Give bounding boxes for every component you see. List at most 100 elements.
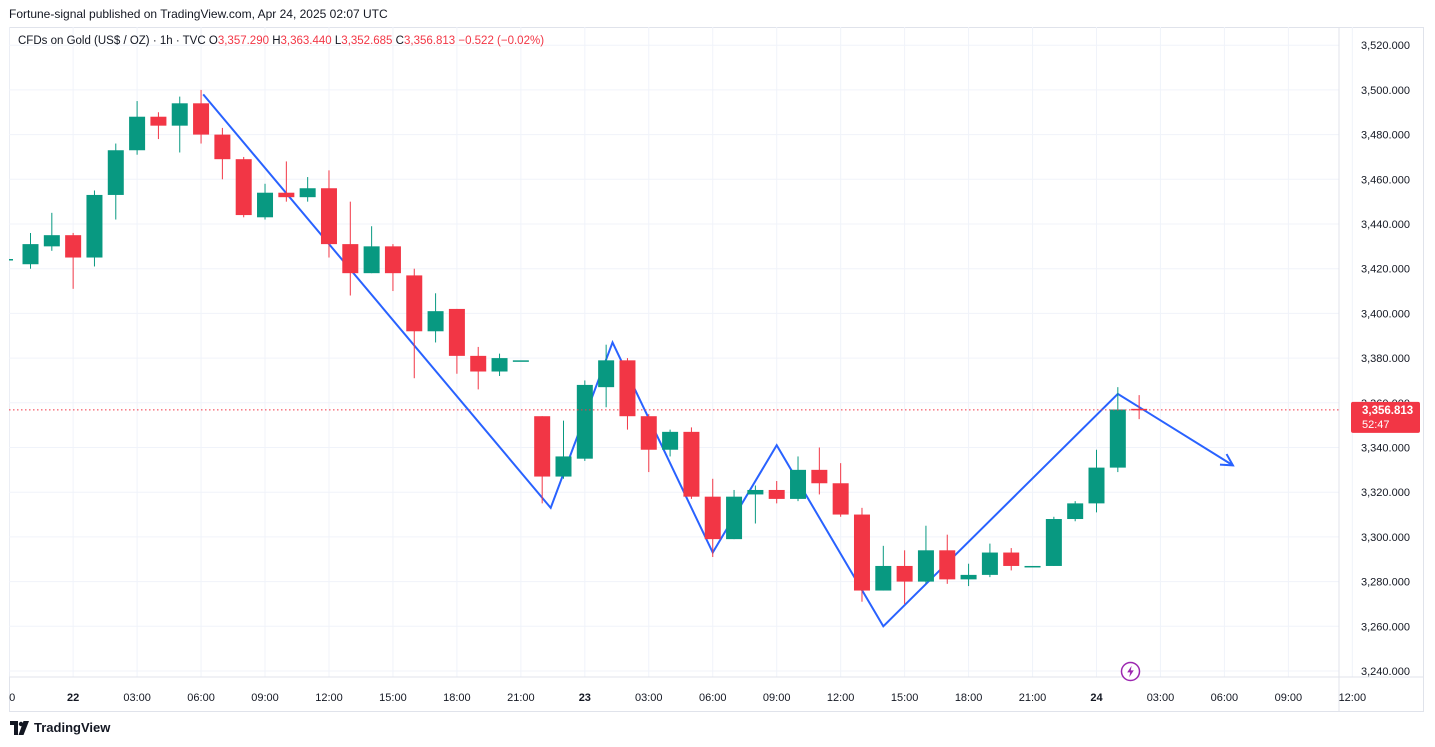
close-value: 3,356.813 <box>403 35 456 47</box>
candle-body <box>1067 503 1084 520</box>
lightning-bolt-icon[interactable] <box>1120 661 1141 682</box>
candle <box>342 201 359 296</box>
candle <box>875 545 892 591</box>
candle-body <box>853 514 870 591</box>
high-label: H <box>272 35 281 47</box>
candle <box>86 190 103 267</box>
candle-body <box>150 116 167 126</box>
candle-body <box>299 188 316 198</box>
candle-body <box>107 150 124 195</box>
x-tick-label: 21:00 <box>507 692 535 704</box>
price-axis: 3,240.000 3,260.000 3,280.000 3,300.000 3,32… <box>1338 27 1410 712</box>
candle <box>853 507 870 602</box>
candle-body <box>22 244 39 265</box>
candle <box>768 481 785 504</box>
candle <box>1024 565 1041 568</box>
candle <box>790 456 807 502</box>
candle-body <box>171 103 188 126</box>
candle-body <box>1131 408 1148 411</box>
candle <box>1067 501 1084 522</box>
symbol-label[interactable]: CFDs on Gold (US$ / OZ) · 1h · TVC <box>18 35 206 47</box>
candle <box>1045 516 1062 566</box>
zigzag-line <box>202 93 1234 628</box>
candle <box>278 161 295 202</box>
candle <box>363 226 380 274</box>
price-tag-countdown: 52:47 <box>1362 419 1390 431</box>
candle-body <box>65 235 82 258</box>
candle <box>107 143 124 220</box>
candle <box>576 380 593 461</box>
price-tag-value: 3,356.813 <box>1362 405 1413 417</box>
x-tick-label: 03:00 <box>635 692 663 704</box>
candle <box>150 112 167 140</box>
x-tick-label: 09:00 <box>1275 692 1303 704</box>
tradingview-logo-icon <box>10 720 29 735</box>
x-tick-label: 00 <box>9 692 15 704</box>
last-price-tag: 3,356.813 52:47 <box>1351 401 1420 433</box>
candle <box>384 244 401 292</box>
x-tick-label: 12:00 <box>1339 692 1367 704</box>
x-tick-label: 15:00 <box>891 692 919 704</box>
x-tick-label: 06:00 <box>699 692 727 704</box>
candle <box>448 308 465 374</box>
candle-body <box>320 188 337 245</box>
candle-body <box>1088 467 1105 504</box>
low-value: 3,352.685 <box>341 35 393 47</box>
y-tick-label: 3,260.000 <box>1361 621 1410 633</box>
x-tick-label: 22 <box>67 692 79 704</box>
candle-body <box>342 244 359 274</box>
candle <box>235 156 252 218</box>
candle-body <box>1024 565 1041 568</box>
candle <box>683 427 700 499</box>
close-label: C <box>395 35 404 47</box>
y-tick-label: 3,460.000 <box>1361 174 1410 186</box>
candle-body <box>470 355 487 372</box>
y-tick-label: 3,340.000 <box>1361 443 1410 455</box>
footer-brand[interactable]: TradingView <box>10 720 110 735</box>
candle-body <box>257 192 274 218</box>
candle-body <box>193 103 210 135</box>
x-tick-label: 18:00 <box>443 692 471 704</box>
candle <box>22 232 39 269</box>
candle-body <box>662 431 679 450</box>
candle-body <box>875 565 892 591</box>
x-tick-label: 06:00 <box>187 692 215 704</box>
x-tick-label: 06:00 <box>1211 692 1239 704</box>
y-tick-label: 3,520.000 <box>1361 40 1410 52</box>
candle <box>257 183 274 220</box>
candle-body <box>747 489 764 495</box>
candle-body <box>214 134 231 160</box>
candle <box>193 89 210 144</box>
candle-body <box>790 469 807 499</box>
candle <box>491 353 508 376</box>
candle-body <box>1045 519 1062 566</box>
candle-body <box>598 360 615 388</box>
candlestick-chart[interactable]: 3,240.000 3,260.000 3,280.000 3,300.000 3,32… <box>9 27 1424 712</box>
x-tick-label: 18:00 <box>955 692 983 704</box>
trend-drawing <box>202 93 1235 628</box>
candle-body <box>363 246 380 274</box>
x-tick-label: 03:00 <box>123 692 151 704</box>
candle-body <box>512 360 529 362</box>
candle <box>406 268 423 379</box>
candle <box>598 344 615 408</box>
candle-body <box>619 360 636 417</box>
candle <box>981 543 998 578</box>
time-axis: 00 22 03:00 06:00 09:00 12:00 15:00 18:00 21:00 2… <box>9 676 1424 704</box>
candle <box>65 232 82 289</box>
candle-body <box>704 496 721 540</box>
candle-body <box>683 431 700 497</box>
candle-body <box>278 192 295 198</box>
candle-body <box>832 483 849 515</box>
candle-body <box>896 565 913 582</box>
candle-body <box>129 116 146 151</box>
candle-body <box>640 416 657 450</box>
x-tick-label: 23 <box>579 692 591 704</box>
candle <box>512 360 529 362</box>
candle <box>1088 449 1105 513</box>
high-value: 3,363.440 <box>280 35 332 47</box>
candle-body <box>555 456 572 477</box>
y-tick-label: 3,380.000 <box>1361 353 1410 365</box>
candle-body <box>939 550 956 580</box>
x-tick-label: 24 <box>1090 692 1103 704</box>
